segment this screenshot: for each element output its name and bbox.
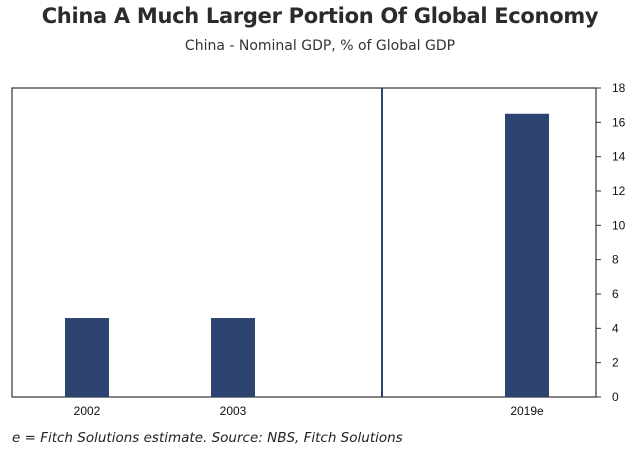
chart-subtitle: China - Nominal GDP, % of Global GDP xyxy=(184,38,456,54)
y-axis: 0 2 4 6 8 10 12 14 16 18 xyxy=(596,81,626,404)
y-tick-label: 2 xyxy=(612,356,619,370)
bar-2019e xyxy=(505,113,549,397)
chart-title: China A Much Larger Portion Of Global Ec… xyxy=(41,4,599,28)
y-tick-label: 18 xyxy=(612,81,626,95)
y-tick-label: 0 xyxy=(612,390,619,404)
y-tick-label: 10 xyxy=(612,218,626,232)
y-tick-label: 8 xyxy=(612,253,619,267)
y-tick-label: 12 xyxy=(612,184,626,198)
bar-2003 xyxy=(211,318,255,397)
x-tick-label: 2019e xyxy=(510,404,544,418)
y-tick-label: 4 xyxy=(612,321,619,335)
x-tick-label: 2003 xyxy=(220,404,247,418)
x-tick-label: 2002 xyxy=(74,404,101,418)
source-footnote: e = Fitch Solutions estimate. Source: NB… xyxy=(12,430,403,446)
bars-group xyxy=(65,113,549,397)
plot-frame xyxy=(11,87,597,398)
y-tick-label: 14 xyxy=(612,150,626,164)
x-tick-labels: 2002 2003 2019e xyxy=(74,404,544,418)
y-tick-label: 6 xyxy=(612,287,619,301)
bar-2002 xyxy=(65,318,109,397)
y-tick-label: 16 xyxy=(612,115,626,129)
